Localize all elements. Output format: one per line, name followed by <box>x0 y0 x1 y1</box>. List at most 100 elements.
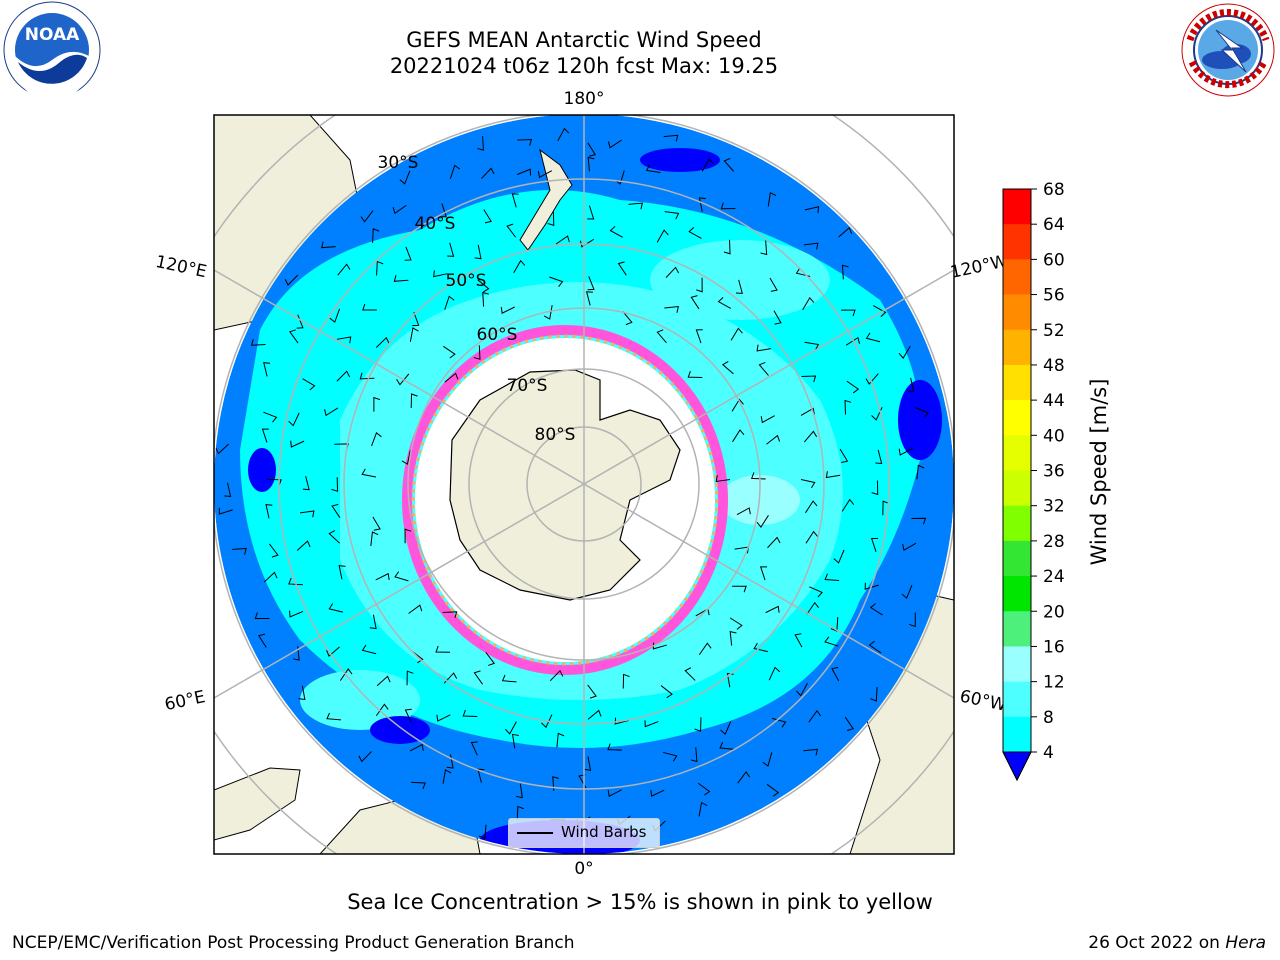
wind-barb <box>326 646 340 657</box>
wind-barb <box>762 752 773 767</box>
wind-barb <box>224 482 232 498</box>
wind-barb <box>289 329 299 344</box>
wind-barb <box>715 475 731 483</box>
colorbar-tick-label: 48 <box>1043 356 1065 376</box>
colorbar-segment <box>1003 646 1031 683</box>
colorbar-segment <box>1003 400 1031 436</box>
wind-barb <box>376 260 384 276</box>
wind-barb <box>687 371 703 378</box>
wind-barb <box>869 603 883 616</box>
wind-barb <box>907 377 915 393</box>
wind-barb <box>500 306 515 314</box>
wind-barb <box>442 769 452 784</box>
wind-barb <box>771 717 787 728</box>
wind-barb <box>232 547 247 555</box>
wind-barb <box>265 504 273 519</box>
colorbar-tick-label: 40 <box>1043 426 1065 446</box>
wind-barb <box>607 139 623 149</box>
wind-barb <box>805 500 818 514</box>
wind-barb <box>587 709 602 720</box>
wind-barb <box>372 516 381 531</box>
wind-barb <box>756 515 769 528</box>
wind-barb <box>474 244 482 260</box>
wind-barb <box>410 393 418 409</box>
wind-barb <box>684 667 696 681</box>
wind-barb <box>841 309 856 317</box>
colorbar-segment <box>1003 364 1031 401</box>
wind-barb <box>665 266 680 278</box>
wind-barb <box>505 721 517 735</box>
wind-barb <box>875 449 883 465</box>
wind-barb <box>806 601 819 615</box>
wind-barb <box>864 582 879 590</box>
wind-barb <box>796 683 808 697</box>
wind-barb <box>865 332 881 343</box>
wind-barb <box>870 538 878 552</box>
wind-barb <box>506 223 517 238</box>
wind-barb <box>324 407 339 417</box>
wind-barb <box>698 801 708 817</box>
legend-label: Wind Barbs <box>561 823 647 841</box>
wind-barb <box>579 238 594 248</box>
nws-logo-icon <box>1181 3 1275 97</box>
wind-barb <box>401 450 411 465</box>
lon-label-120w: 120°W <box>949 251 1010 283</box>
wind-barb <box>552 776 560 791</box>
wind-barb-legend-line <box>517 832 553 834</box>
wind-barb <box>803 748 819 756</box>
lon-label-120e: 120°E <box>154 252 209 282</box>
wind-barb <box>473 670 483 685</box>
colorbar: 68 64 60 56 52 48 44 40 36 32 28 24 20 16 12 8 4 <box>1002 180 1065 782</box>
wind-barb <box>442 611 458 619</box>
wind-barb <box>808 710 822 723</box>
wind-barb <box>288 577 303 586</box>
colorbar-label: Wind Speed [m/s] <box>1087 379 1111 566</box>
colorbar-segment <box>1003 259 1031 296</box>
wind-barb <box>841 498 855 512</box>
wind-barb <box>483 209 492 224</box>
madagascar-land <box>214 767 301 841</box>
colorbar-tick-label: 24 <box>1043 567 1065 587</box>
colorbar-segment <box>1003 294 1031 331</box>
footer-host: Hera <box>1225 933 1266 953</box>
wind-barb <box>873 305 887 318</box>
wind-barb <box>371 432 382 447</box>
lon-label-60e: 60°E <box>163 687 207 715</box>
wind-barb <box>263 571 278 583</box>
colorbar-segment <box>1003 329 1031 366</box>
wind-barb <box>717 297 732 309</box>
wind-barb <box>587 156 595 172</box>
colorbar-extend-arrow <box>1002 751 1032 782</box>
wind-barb <box>645 164 661 173</box>
wind-barb <box>868 640 882 654</box>
wind-barb <box>409 743 424 752</box>
wind-barb <box>916 464 925 480</box>
wind-barb <box>411 650 424 664</box>
wind-barb <box>537 170 553 179</box>
wind-barb <box>557 127 570 142</box>
wind-barb <box>825 471 841 479</box>
colorbar-tick-label: 36 <box>1043 462 1065 482</box>
wind-barb <box>898 447 913 456</box>
wind-barb <box>760 566 768 581</box>
wind-barb <box>607 743 622 751</box>
wind-barb <box>794 633 803 648</box>
lat-label-60s: 60°S <box>477 325 518 345</box>
wind-barb <box>824 636 839 647</box>
colorbar-segment <box>1003 576 1031 612</box>
wind-barb <box>261 428 269 443</box>
wind-barb <box>870 686 878 702</box>
colorbar-tick-label: 56 <box>1043 286 1065 306</box>
colorbar-segment <box>1003 716 1031 753</box>
lon-label-0: 0° <box>574 859 593 879</box>
wind-barb <box>587 205 595 220</box>
wind-barb <box>833 549 845 564</box>
wind-barb <box>628 202 644 210</box>
wind-barb <box>359 372 375 380</box>
wind-barb <box>299 510 315 518</box>
wind-barb <box>737 771 751 784</box>
lat-label-30s: 30°S <box>378 153 419 173</box>
wind-barb <box>729 617 743 630</box>
wind-barb <box>731 398 744 412</box>
wind-barb <box>805 530 818 544</box>
